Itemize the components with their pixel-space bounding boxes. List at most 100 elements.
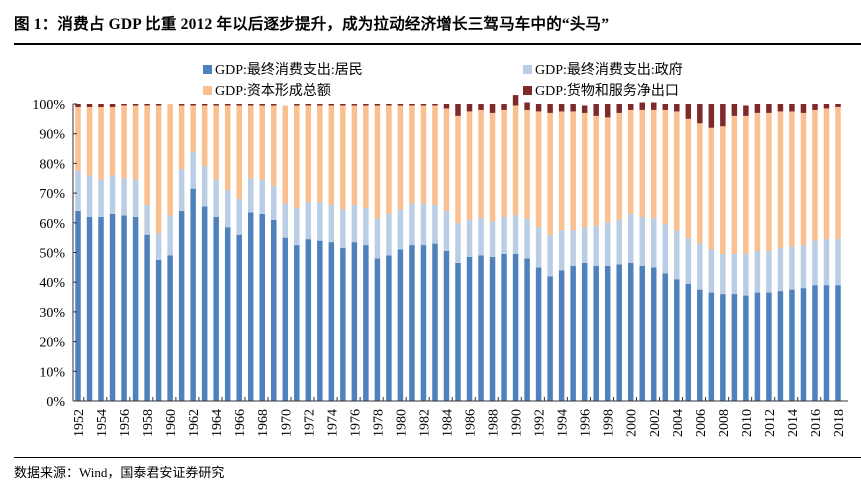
bar-2006-series-1 [697,243,703,290]
bar-1994-series-2 [558,111,565,231]
bar-2005-series-2 [685,118,692,238]
bar-1996-series-3 [581,105,588,113]
bar-1975-series-1 [340,209,346,249]
bar-1998-series-1 [604,222,611,266]
bar-2018-series-0 [835,285,841,401]
bar-1985-series-1 [455,222,461,263]
bar-1987-series-3 [478,104,484,110]
bar-1999-series-1 [616,219,622,265]
bar-2001-series-2 [639,109,645,217]
bar-1992-series-1 [535,227,542,268]
bar-2017-series-2 [823,108,830,240]
y-tick-label: 50% [39,247,65,262]
x-tick-label: 1952 [72,409,87,437]
bar-1962-series-3 [190,104,196,106]
bar-1995-series-2 [570,111,576,231]
y-tick-label: 60% [39,217,65,232]
bar-1985-series-2 [455,115,461,223]
bar-1987-series-0 [478,255,484,401]
x-tick-label: 1990 [510,409,525,437]
bar-1974-series-3 [328,104,335,106]
bar-1966-series-3 [236,104,242,106]
bar-2004-series-2 [674,111,680,231]
bar-1987-series-1 [478,218,484,256]
bar-2015-series-3 [800,104,807,113]
x-tick-label: 1960 [164,409,179,437]
bar-1996-series-2 [581,112,588,228]
bar-2017-series-3 [823,104,830,109]
bar-1980-series-1 [397,209,404,250]
bar-1991-series-3 [524,102,530,110]
bar-2018-series-2 [835,106,841,240]
bar-1969-series-3 [271,104,277,106]
bar-1955-series-1 [109,175,116,214]
bar-2009-series-0 [731,294,738,401]
bar-1984-series-1 [443,210,450,252]
bar-1991-series-0 [524,258,530,401]
x-tick-label: 1962 [187,409,202,437]
bar-1959-series-3 [155,104,162,106]
legend-swatch-net-exports [523,85,532,95]
bar-1988-series-0 [489,256,496,401]
bar-2008-series-0 [720,294,726,401]
bar-1994-series-3 [558,104,565,112]
x-tick-label: 2004 [671,409,686,437]
x-tick-label: 2014 [786,409,801,437]
bar-2001-series-1 [639,216,645,266]
bar-1971-series-0 [294,245,300,401]
footer-divider [14,457,861,458]
legend-item-net-exports: GDP:货物和服务净出口 [523,80,679,100]
y-tick-label: 90% [39,128,65,143]
bar-1972-series-1 [305,202,312,240]
bar-1955-series-0 [109,213,116,401]
bar-1982-series-1 [420,203,427,246]
bar-2012-series-3 [766,104,772,113]
bar-1989-series-3 [501,104,507,110]
bar-2011-series-0 [754,292,761,401]
bar-1960-series-1 [167,215,173,256]
bar-1957-series-1 [132,179,139,217]
title-divider [14,43,861,45]
x-tick-label: 1984 [440,409,455,437]
legend-label-household: GDP:最终消费支出:居民 [215,63,363,78]
bar-1967-series-1 [247,178,254,213]
bar-2006-series-2 [697,123,703,244]
bar-2000-series-3 [627,104,634,110]
bar-2018-series-1 [835,239,841,286]
x-tick-label: 1982 [417,409,432,437]
bar-1967-series-0 [247,212,254,401]
bar-1968-series-0 [259,213,265,401]
y-tick-label: 30% [39,306,65,321]
bar-1998-series-2 [604,117,611,223]
bar-1959-series-0 [155,259,162,401]
bar-1979-series-1 [386,213,392,256]
bar-1965-series-2 [224,105,231,191]
x-tick-label: 1954 [95,409,110,437]
bar-2007-series-0 [708,292,715,401]
bar-2013-series-0 [777,291,784,401]
bar-1964-series-3 [213,104,219,106]
bar-1988-series-1 [489,221,496,257]
bar-1992-series-3 [535,104,542,112]
bar-1978-series-3 [374,104,381,106]
bar-1991-series-1 [524,218,530,259]
bar-1961-series-1 [178,169,185,211]
bar-2016-series-2 [812,109,818,241]
bar-1978-series-0 [374,258,381,401]
bar-1963-series-0 [201,206,208,401]
bar-2004-series-0 [674,279,680,401]
bar-1953-series-2 [86,106,93,176]
x-tick-label: 2008 [717,409,732,437]
bar-2014-series-3 [789,104,795,112]
y-tick-label: 100% [32,98,65,113]
bar-1970-series-0 [282,237,289,401]
bar-1973-series-2 [317,105,323,203]
bar-1980-series-0 [397,249,404,401]
bar-1995-series-0 [570,265,576,401]
bar-2011-series-2 [754,112,761,252]
bar-1999-series-2 [616,112,622,220]
bar-2006-series-3 [697,104,703,124]
bar-1958-series-0 [144,234,150,401]
bar-1986-series-1 [466,219,473,257]
